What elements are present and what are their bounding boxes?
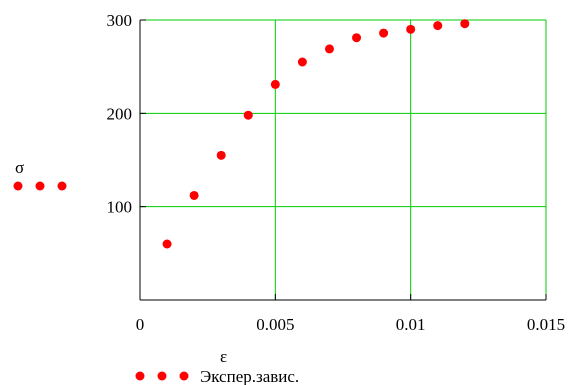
legend-marker-dot [157,371,167,381]
data-points [162,19,470,249]
x-tick-label: 0 [136,315,145,334]
data-point [216,150,226,160]
y-tick-label: 100 [107,198,133,217]
y-axis-label: σ [15,158,24,177]
data-point [433,21,443,31]
data-point [406,24,416,34]
axes [139,19,547,301]
legend-label: Экспер.завис. [200,367,299,385]
data-point [162,239,172,249]
y-axis-series-marker [13,181,67,191]
data-point [243,110,253,120]
data-point [324,44,334,54]
legend-marker-dot [135,371,145,381]
tick-labels: 0 0.005 0.01 0.015 100 200 300 [107,11,566,334]
grid-lines [140,19,547,300]
data-point [379,28,389,38]
y-axis-marker-dot [57,181,67,191]
x-axis-label: ε [220,347,227,366]
y-tick-label: 200 [107,104,133,123]
data-point [352,33,362,43]
legend: Экспер.завис. [135,367,299,385]
legend-marker-dot [179,371,189,381]
x-tick-label: 0.015 [527,315,565,334]
y-axis-marker-dot [35,181,45,191]
y-axis-marker-dot [13,181,23,191]
data-point [189,190,199,200]
y-tick-label: 300 [107,11,133,30]
data-point [460,19,470,29]
x-tick-label: 0.01 [396,315,426,334]
x-tick-label: 0.005 [256,315,294,334]
data-point [270,79,280,89]
data-point [297,57,307,67]
